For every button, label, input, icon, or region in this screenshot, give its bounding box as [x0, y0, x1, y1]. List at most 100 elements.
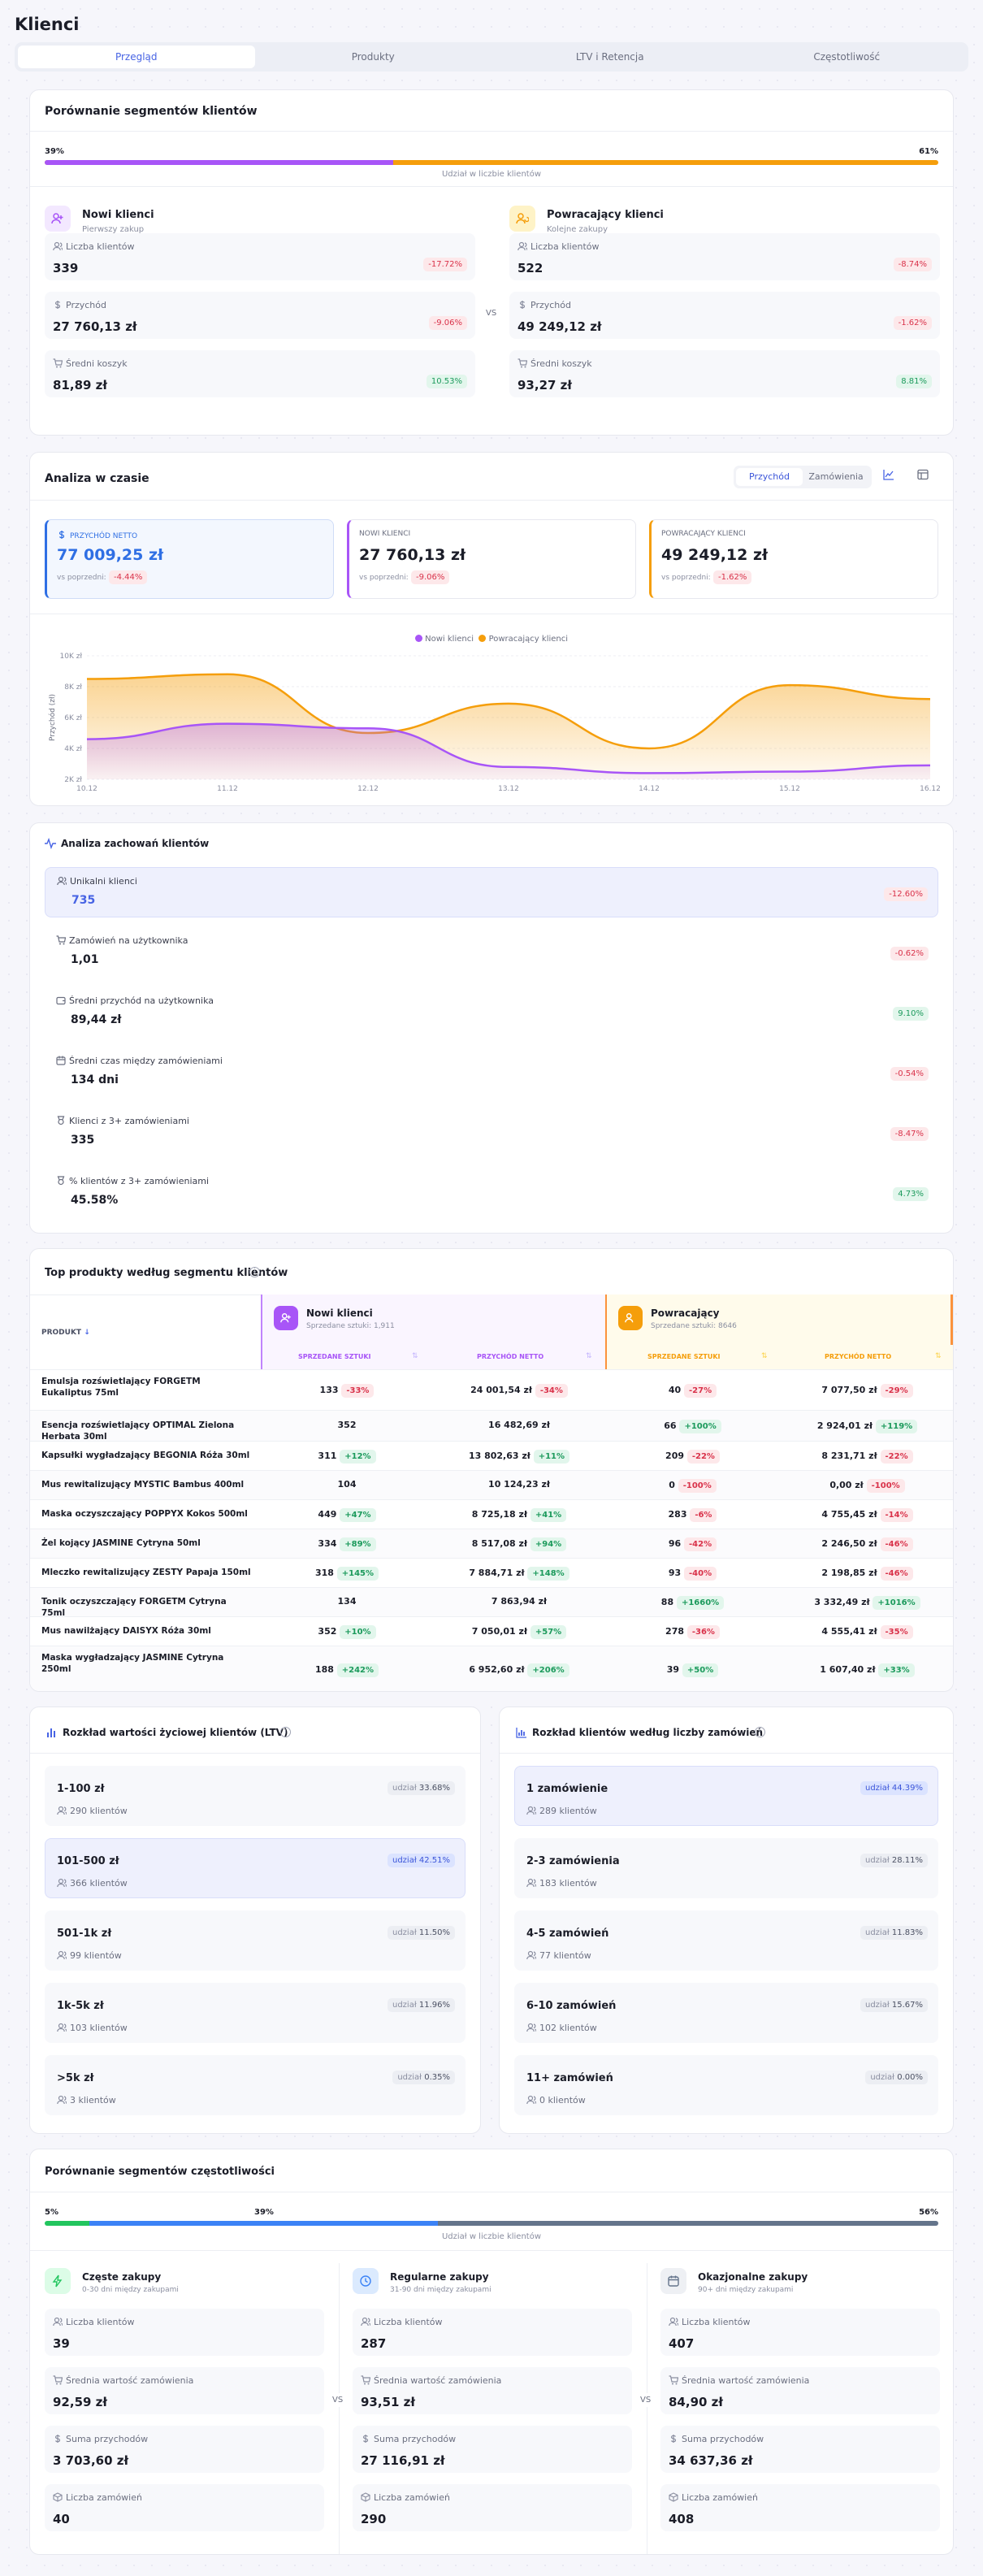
distribution-bucket[interactable]: 1-100 zł 290 klientów udział 33.68% — [45, 1766, 466, 1826]
product-name: Mus nawilżający DAISYX Róża 30ml — [41, 1626, 211, 1636]
change-badge: -42% — [684, 1537, 717, 1551]
kpi-card[interactable]: NOWI KLIENCI 27 760,13 zł vs poprzedni: -9.… — [347, 519, 636, 599]
distribution-bucket[interactable]: 11+ zamówień 0 klientów udział 0.00% — [514, 2055, 938, 2115]
frequency-group-subtitle: 0-30 dni między zakupami — [82, 2286, 179, 2294]
behavior-value: 1,01 — [71, 953, 99, 966]
frequent-share-label: 5% — [45, 2208, 58, 2217]
table-row[interactable] — [30, 1616, 953, 1646]
new-units-cell: 352 — [337, 1420, 357, 1430]
table-row[interactable] — [30, 1558, 953, 1587]
behavior-metric[interactable]: Średni przychód na użytkownika 89,44 zł 9.… — [45, 987, 938, 1038]
change-badge: 9.10% — [893, 1007, 929, 1021]
distribution-bucket[interactable]: >5k zł 3 klientów udział 0.35% — [45, 2055, 466, 2115]
change-badge: -22% — [686, 1450, 720, 1464]
pulse-icon — [45, 837, 56, 852]
behavior-metric[interactable]: Unikalni klienci 735 -12.60% — [45, 867, 938, 917]
returning-segment-icon — [618, 1306, 643, 1330]
new-units-cell: 133 -33% — [261, 1384, 433, 1398]
share-bar — [45, 160, 938, 165]
share-bar-caption: Udział w liczbie klientów — [441, 170, 542, 179]
table-row[interactable] — [30, 1587, 953, 1616]
distribution-bucket[interactable]: 101-500 zł 366 klientów udział 42.51% — [45, 1838, 466, 1898]
medal-icon — [57, 1116, 65, 1125]
tab-products[interactable]: Produkty — [351, 51, 395, 63]
distribution-bucket[interactable]: 6-10 zamówień 102 klientów udział 15.67% — [514, 1983, 938, 2043]
table-row[interactable] — [30, 1369, 953, 1410]
tab-overview[interactable]: Przegląd — [18, 46, 255, 68]
distribution-bucket[interactable]: 1 zamówienie 289 klientów udział 44.39% — [514, 1766, 938, 1826]
change-badge: +11% — [533, 1450, 570, 1464]
behavior-metric[interactable]: Średni czas między zamówieniami 134 dni -0… — [45, 1047, 938, 1098]
metric-label: Średnia wartość zamówienia — [361, 2375, 501, 2386]
distribution-bucket[interactable]: 2-3 zamówienia 183 klientów udział 28.11% — [514, 1838, 938, 1898]
tab-frequency[interactable]: Częstotliwość — [813, 51, 881, 63]
returning-metric-card: Średni koszyk 93,27 zł 8.81% — [509, 350, 940, 397]
kpi-card[interactable]: POWRACAJĄCY KLIENCI 49 249,12 zł vs poprze… — [649, 519, 938, 599]
new-units-header[interactable]: SPRZEDANE SZTUKI — [298, 1353, 371, 1360]
change-badge: -0.62% — [890, 947, 929, 961]
new-units-cell: 134 — [337, 1596, 357, 1607]
new-units-cell: 311 +12% — [261, 1450, 433, 1464]
table-row[interactable] — [30, 1470, 953, 1499]
behavior-metric[interactable]: Klienci z 3+ zamówieniami 335 -8.47% — [45, 1108, 938, 1158]
frequency-group-subtitle: 31-90 dni między zakupami — [390, 2286, 492, 2294]
toggle-orders[interactable]: Zamówienia — [808, 471, 864, 482]
table-row[interactable] — [30, 1646, 953, 1691]
new-units-cell: 104 — [337, 1479, 357, 1490]
users-icon — [361, 2317, 370, 2327]
distribution-bucket[interactable]: 501-1k zł 99 klientów udział 11.50% — [45, 1910, 466, 1971]
table-row[interactable] — [30, 1499, 953, 1529]
behavior-metric[interactable]: % klientów z 3+ zamówieniami 45.58% 4.73% — [45, 1168, 938, 1218]
product-name: Mleczko rewitalizujący ZESTY Papaja 150m… — [41, 1568, 251, 1577]
tab-ltv-retention[interactable]: LTV i Retencja — [575, 51, 644, 63]
sort-icon[interactable]: ⇅ — [412, 1352, 418, 1360]
behavior-label: Średni czas między zamówieniami — [56, 1056, 223, 1066]
change-badge: +94% — [530, 1537, 567, 1551]
new-units-cell: 334 +89% — [261, 1537, 433, 1551]
regular-share-label: 39% — [254, 2208, 274, 2217]
bucket-customers: 0 klientów — [526, 2095, 586, 2105]
product-name: Żel kojący JASMINE Cytryna 50ml — [41, 1538, 201, 1548]
info-icon[interactable]: i — [280, 1727, 291, 1737]
x-tick-label: 13.12 — [498, 785, 519, 793]
kpi-card[interactable]: PRZYCHÓD NETTO 77 009,25 zł vs poprzedni: -… — [45, 519, 334, 599]
returning-segment-title: Powracający — [651, 1308, 720, 1319]
table-row[interactable] — [30, 1410, 953, 1441]
dollar-icon — [362, 2435, 369, 2443]
orders-distribution-title: Rozkład klientów według liczby zamówień — [532, 1727, 764, 1738]
info-icon[interactable]: i — [755, 1727, 765, 1737]
metric-value: 339 — [53, 261, 79, 275]
product-column-header[interactable]: PRODUKT ↓ — [41, 1329, 90, 1337]
behavior-metric[interactable]: Zamówień na użytkownika 1,01 -0.62% — [45, 927, 938, 978]
frequency-bar-segment — [89, 2221, 438, 2226]
table-view-icon[interactable] — [917, 469, 933, 485]
returning-units-cell: 283 -6% — [605, 1508, 780, 1522]
users-icon — [57, 876, 67, 886]
metric-value: 40 — [53, 2512, 70, 2526]
sort-icon[interactable]: ⇅ — [761, 1352, 768, 1360]
new-metric-card: Liczba klientów 339 -17.72% — [45, 233, 475, 280]
info-icon[interactable]: i — [249, 1267, 260, 1277]
time-analysis-card: Analiza w czasie Przychód Zamówienia PRZ… — [29, 452, 954, 806]
table-row[interactable] — [30, 1529, 953, 1558]
table-row[interactable] — [30, 1441, 953, 1470]
sort-icon[interactable]: ⇅ — [586, 1352, 592, 1360]
frequency-share-bar — [45, 2221, 938, 2226]
metric-toggle: Przychód Zamówienia — [734, 466, 872, 488]
users-icon — [57, 2023, 67, 2032]
segment-comparison-title: Porównanie segmentów klientów — [45, 105, 258, 118]
legend-returning: Powracający klienci — [488, 635, 569, 644]
line-chart-icon[interactable] — [883, 469, 899, 485]
distribution-bucket[interactable]: 4-5 zamówień 77 klientów udział 11.83% — [514, 1910, 938, 1971]
metric-label: Liczba klientów — [361, 2317, 443, 2327]
returning-revenue-header[interactable]: PRZYCHÓD NETTO — [825, 1353, 892, 1360]
new-revenue-cell: 13 802,63 zł +11% — [433, 1450, 605, 1464]
distribution-bucket[interactable]: 1k-5k zł 103 klientów udział 11.96% — [45, 1983, 466, 2043]
time-analysis-title: Analiza w czasie — [45, 472, 149, 485]
toggle-revenue[interactable]: Przychód — [736, 468, 803, 486]
x-tick-label: 12.12 — [357, 785, 379, 793]
sort-icon[interactable]: ⇅ — [935, 1352, 942, 1360]
new-revenue-header[interactable]: PRZYCHÓD NETTO — [477, 1353, 544, 1360]
returning-units-header[interactable]: SPRZEDANE SZTUKI — [647, 1353, 721, 1360]
